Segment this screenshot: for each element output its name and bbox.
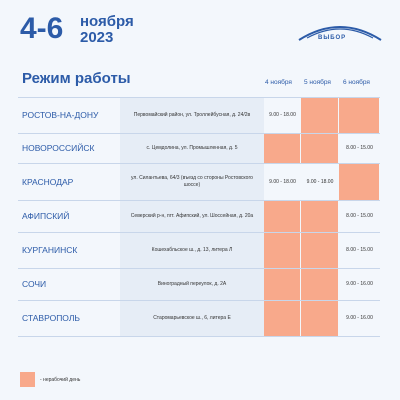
row-separator <box>18 300 380 301</box>
closed-cell <box>339 98 379 133</box>
logo-arc <box>298 26 382 41</box>
row-separator <box>18 200 380 201</box>
row-separator <box>18 232 380 233</box>
hours: 8.00 - 15.00 <box>346 213 373 219</box>
year: 2023 <box>80 29 114 46</box>
address: Первомайский район, ул. Троллейбусная, д… <box>120 98 264 133</box>
city: КРАСНОДАР <box>22 176 74 187</box>
column-header: 5 ноября <box>304 79 331 86</box>
row-separator <box>18 268 380 269</box>
address: с. Цемдолина, ул. Промышленная, д. 5 <box>120 134 264 163</box>
row-separator <box>18 336 380 337</box>
table-title: Режим работы <box>22 70 131 87</box>
hours: 9.00 - 16.00 <box>346 315 373 321</box>
hours: 9.00 - 18.00 <box>306 178 334 185</box>
city: СТАВРОПОЛЬ <box>22 313 80 323</box>
hours: 9.00 - 18.00 <box>269 112 296 118</box>
closed-cell <box>264 301 300 336</box>
closed-cell <box>301 98 338 133</box>
hours: 9.00 - 18.00 <box>269 178 296 185</box>
month: ноября <box>80 13 134 30</box>
address: Старомарьевское ш., 6, литера Е <box>120 301 264 336</box>
closed-cell <box>264 269 300 300</box>
closed-cell <box>301 301 338 336</box>
closed-cell <box>339 164 379 200</box>
dates: 4-6 <box>20 12 64 45</box>
closed-cell <box>301 269 338 300</box>
address: Северский р-н, пгт. Афипский, ул. Шоссей… <box>120 201 264 232</box>
closed-cell <box>301 134 338 163</box>
city: НОВОРОССИЙСК <box>22 143 95 153</box>
logo-text: ВЫБОР <box>318 35 347 41</box>
closed-cell <box>264 134 300 163</box>
city: СОЧИ <box>22 279 47 289</box>
city: АФИПСКИЙ <box>22 211 70 221</box>
closed-cell <box>301 233 338 268</box>
address: Виноградный переулок, д. 2А <box>120 269 264 300</box>
legend-swatch <box>20 372 35 387</box>
row-separator <box>18 133 380 134</box>
city: РОСТОВ-НА-ДОНУ <box>22 110 99 120</box>
column-header: 6 ноября <box>343 79 370 86</box>
closed-cell <box>264 201 300 232</box>
hours: 9.00 - 16.00 <box>346 281 373 287</box>
row-separator <box>18 97 380 98</box>
closed-cell <box>301 201 338 232</box>
hours: 8.00 - 15.00 <box>346 247 373 253</box>
address: Кошехабльское ш., д. 13, литера Л <box>120 233 264 268</box>
legend-label: - нерабочий день <box>40 377 81 383</box>
row-separator <box>18 163 380 164</box>
hours: 8.00 - 15.00 <box>346 145 373 151</box>
closed-cell <box>264 233 300 268</box>
address: ул. Силантьева, 64/3 (въезд со стороны Р… <box>120 164 264 200</box>
city: КУРГАНИНСК <box>22 245 78 255</box>
column-header: 4 ноября <box>265 79 292 86</box>
